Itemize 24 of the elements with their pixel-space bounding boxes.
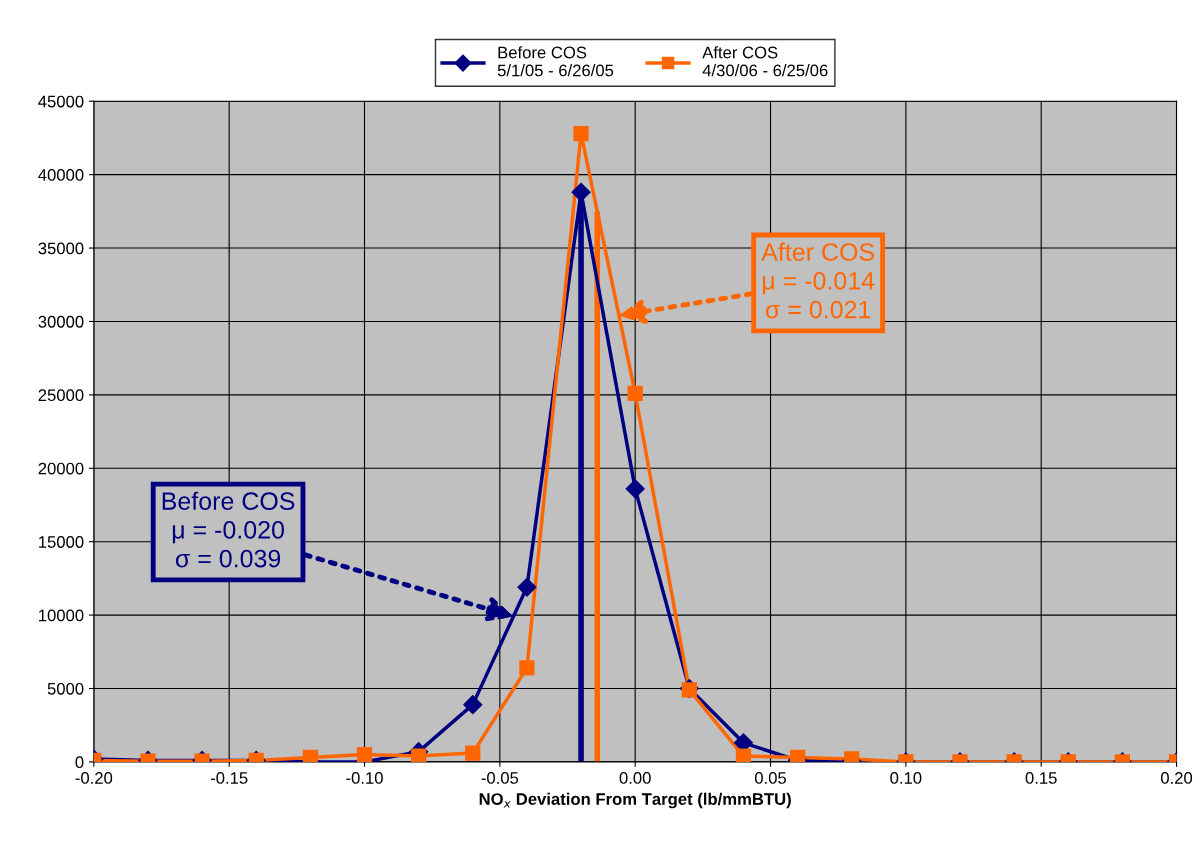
x-tick-label: 0.00 (619, 772, 651, 784)
legend-label: After COS 4/30/06 - 6/25/06 (702, 46, 828, 77)
legend-label: Before COS 5/1/05 - 6/26/05 (497, 46, 614, 77)
x-tick-label: 0.10 (890, 772, 922, 784)
y-tick-label: 30000 (38, 315, 84, 328)
x-tick-label: -0.20 (75, 772, 113, 784)
y-tick-label: 0 (75, 756, 84, 769)
annotation: After COS μ = -0.014 σ = 0.021 (761, 242, 875, 319)
x-tick-label: 0.20 (1160, 772, 1193, 784)
x-tick-label: 0.05 (754, 772, 787, 784)
x-tick-label: -0.05 (481, 772, 519, 784)
y-tick-label: 35000 (38, 242, 84, 255)
y-tick-label: 40000 (38, 169, 84, 181)
x-tick-label: -0.10 (346, 772, 383, 784)
y-tick-label: 45000 (38, 95, 84, 108)
x-axis-title: NO$_{x}$ Deviation From Target (lb/mmBTU) (479, 792, 791, 809)
y-tick-label: 15000 (39, 536, 84, 548)
y-tick-label: 10000 (39, 609, 84, 622)
x-tick-label: 0.15 (1025, 772, 1057, 784)
annotation: Before COS μ = -0.020 σ = 0.039 (162, 491, 295, 568)
y-tick-label: 5000 (47, 682, 84, 695)
x-tick-label: -0.15 (210, 772, 248, 784)
y-tick-label: 25000 (38, 389, 84, 402)
y-tick-label: 20000 (38, 462, 84, 475)
